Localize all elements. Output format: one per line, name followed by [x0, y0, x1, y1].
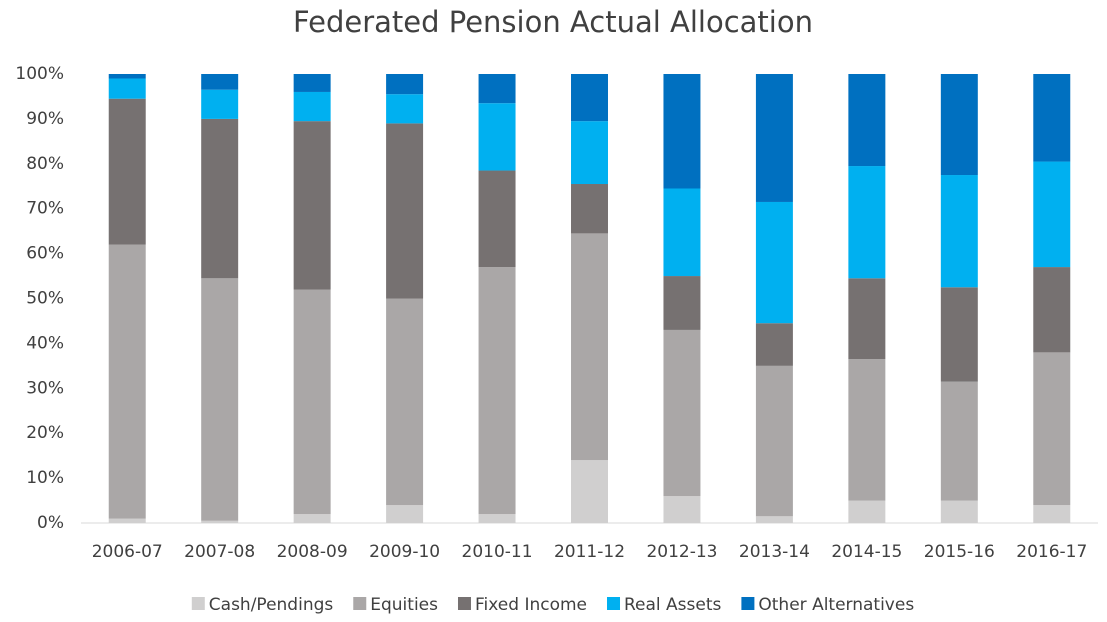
bar-segment: [755, 74, 793, 202]
x-tick-label: 2013-14: [739, 542, 810, 562]
bar-segment: [1033, 161, 1071, 268]
bar-segment: [386, 94, 424, 124]
bar-segment: [571, 460, 608, 523]
y-tick-label: 40%: [26, 333, 64, 353]
bar-segment: [940, 381, 978, 501]
bar-segment: [201, 278, 239, 521]
bar-segment: [108, 78, 146, 99]
legend-label: Real Assets: [624, 595, 722, 615]
x-tick-label: 2012-13: [646, 542, 717, 562]
bar-segment: [663, 329, 701, 497]
x-tick-label: 2014-15: [831, 542, 902, 562]
bar-segment: [293, 289, 331, 515]
y-tick-label: 70%: [26, 199, 64, 219]
bar-segment: [571, 184, 608, 234]
legend-label: Cash/Pendings: [209, 595, 334, 615]
chart-title: Federated Pension Actual Allocation: [293, 5, 813, 39]
bar-segment: [293, 514, 331, 523]
legend-swatch: [607, 597, 621, 610]
legend-swatch: [353, 597, 367, 610]
bar-segment: [201, 89, 239, 119]
bar-segment: [201, 520, 239, 523]
bar-segment: [201, 74, 239, 90]
legend-label: Equities: [370, 595, 438, 615]
y-tick-label: 100%: [15, 64, 64, 84]
bar-segment: [940, 500, 978, 523]
bar-segment: [478, 74, 516, 104]
bar-segment: [293, 91, 331, 122]
bar-segment: [293, 74, 331, 92]
y-tick-label: 20%: [26, 423, 64, 443]
legend-label: Fixed Income: [475, 595, 587, 615]
x-tick-label: 2015-16: [924, 542, 995, 562]
bar-segment: [848, 359, 886, 501]
y-tick-label: 50%: [26, 289, 64, 309]
bar-segment: [663, 188, 701, 277]
bar-segment: [1033, 505, 1071, 523]
bar-segment: [108, 244, 146, 519]
bar-segment: [940, 287, 978, 382]
bar-segment: [386, 74, 424, 95]
legend-swatch: [191, 597, 205, 610]
y-tick-label: 10%: [26, 468, 64, 488]
x-tick-label: 2006-07: [92, 542, 163, 562]
bar-segment: [108, 98, 146, 245]
bar-segment: [1033, 352, 1071, 506]
bar-segment: [663, 74, 701, 189]
bar-segment: [1033, 74, 1071, 162]
x-tick-label: 2016-17: [1016, 542, 1087, 562]
bar-segment: [663, 276, 701, 330]
bar-segment: [848, 500, 886, 523]
bar-segment: [478, 170, 516, 268]
legend-swatch: [457, 597, 471, 610]
bar-segment: [478, 267, 516, 515]
bar-segment: [1033, 267, 1071, 353]
bar-segment: [848, 166, 886, 279]
bar-segment: [848, 278, 886, 360]
bar-segment: [478, 514, 516, 523]
bar-segment: [108, 74, 146, 79]
bar-segment: [755, 365, 793, 517]
y-tick-label: 90%: [26, 109, 64, 129]
bar-segment: [755, 323, 793, 366]
bar-segment: [848, 74, 886, 167]
x-tick-label: 2008-09: [277, 542, 348, 562]
legend-label: Other Alternatives: [758, 595, 914, 615]
bar-segment: [386, 505, 424, 523]
y-tick-label: 80%: [26, 154, 64, 174]
bar-segment: [663, 496, 701, 523]
bar-segment: [755, 516, 793, 523]
bar-segment: [940, 175, 978, 288]
bar-segment: [571, 74, 608, 122]
bar-segment: [940, 74, 978, 176]
x-tick-label: 2011-12: [554, 542, 625, 562]
y-tick-label: 0%: [37, 513, 64, 533]
x-tick-label: 2007-08: [184, 542, 255, 562]
bar-segment: [293, 121, 331, 290]
legend-swatch: [741, 597, 755, 610]
bar-segment: [386, 123, 424, 299]
x-tick-label: 2009-10: [369, 542, 440, 562]
bar-segment: [755, 201, 793, 324]
y-tick-label: 30%: [26, 378, 64, 398]
bar-segment: [571, 233, 608, 461]
bar-segment: [386, 298, 424, 506]
x-tick-label: 2010-11: [462, 542, 533, 562]
bar-segment: [478, 103, 516, 171]
bar-segment: [201, 118, 239, 279]
bar-segment: [571, 121, 608, 185]
y-tick-label: 60%: [26, 244, 64, 264]
bar-segment: [108, 518, 146, 523]
